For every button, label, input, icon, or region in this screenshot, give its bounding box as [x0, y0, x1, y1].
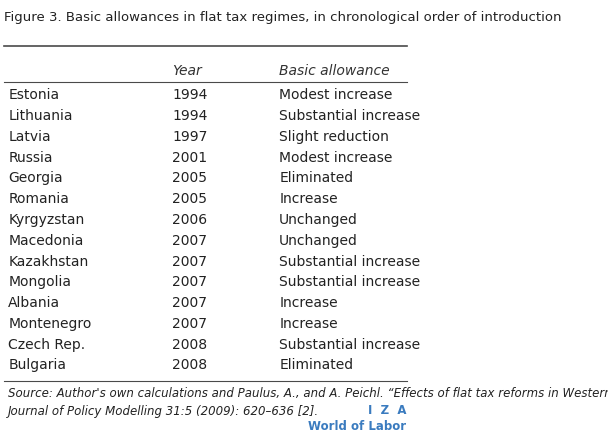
Text: Unchanged: Unchanged [279, 234, 358, 248]
Text: Romania: Romania [9, 192, 69, 206]
Text: Russia: Russia [9, 150, 53, 164]
Text: Bulgaria: Bulgaria [9, 359, 66, 373]
Text: 2001: 2001 [173, 150, 207, 164]
Text: I  Z  A: I Z A [368, 404, 407, 417]
Text: Slight reduction: Slight reduction [279, 130, 389, 144]
Text: Eliminated: Eliminated [279, 172, 353, 185]
Text: 2006: 2006 [173, 213, 207, 227]
Text: Basic allowance: Basic allowance [279, 64, 390, 78]
Text: 2005: 2005 [173, 172, 207, 185]
Text: Eliminated: Eliminated [279, 359, 353, 373]
Text: 1994: 1994 [173, 109, 208, 123]
Text: 1997: 1997 [173, 130, 208, 144]
Text: Substantial increase: Substantial increase [279, 338, 420, 351]
Text: Estonia: Estonia [9, 88, 60, 102]
Text: Latvia: Latvia [9, 130, 51, 144]
Text: 2008: 2008 [173, 359, 207, 373]
Text: Year: Year [173, 64, 202, 78]
Text: 2007: 2007 [173, 254, 207, 269]
Text: Substantial increase: Substantial increase [279, 254, 420, 269]
Text: Montenegro: Montenegro [9, 317, 92, 331]
Text: World of Labor: World of Labor [308, 420, 407, 433]
Text: Substantial increase: Substantial increase [279, 109, 420, 123]
Text: Lithuania: Lithuania [9, 109, 73, 123]
Text: Kyrgyzstan: Kyrgyzstan [9, 213, 85, 227]
Text: 2007: 2007 [173, 275, 207, 289]
Text: Modest increase: Modest increase [279, 150, 393, 164]
Text: Unchanged: Unchanged [279, 213, 358, 227]
Text: Figure 3. Basic allowances in flat tax regimes, in chronological order of introd: Figure 3. Basic allowances in flat tax r… [4, 11, 562, 24]
Text: Increase: Increase [279, 296, 338, 310]
Text: 1994: 1994 [173, 88, 208, 102]
Text: 2007: 2007 [173, 296, 207, 310]
Text: Increase: Increase [279, 192, 338, 206]
Text: 2008: 2008 [173, 338, 207, 351]
Text: 2005: 2005 [173, 192, 207, 206]
Text: Substantial increase: Substantial increase [279, 275, 420, 289]
Text: Increase: Increase [279, 317, 338, 331]
Text: Modest increase: Modest increase [279, 88, 393, 102]
Text: Mongolia: Mongolia [9, 275, 71, 289]
Text: Source: Author's own calculations and Paulus, A., and A. Peichl. “Effects of fla: Source: Author's own calculations and Pa… [9, 387, 608, 418]
Text: Macedonia: Macedonia [9, 234, 83, 248]
Text: 2007: 2007 [173, 317, 207, 331]
Text: 2007: 2007 [173, 234, 207, 248]
Text: Kazakhstan: Kazakhstan [9, 254, 88, 269]
Text: Georgia: Georgia [9, 172, 63, 185]
Text: Czech Rep.: Czech Rep. [9, 338, 85, 351]
Text: Albania: Albania [9, 296, 60, 310]
